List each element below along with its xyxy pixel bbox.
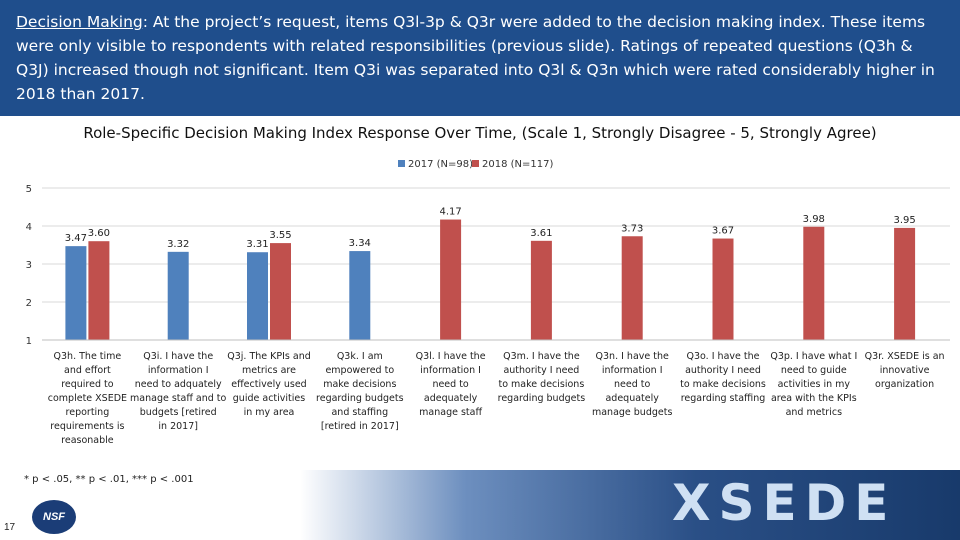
data-label-2017-1: 3.47 bbox=[65, 233, 87, 244]
slide-header: Decision Making: At the project’s reques… bbox=[0, 0, 960, 116]
category-label-4: Q3k. I am empowered to make decisions regar… bbox=[316, 351, 404, 432]
nsf-logo: NSF bbox=[32, 500, 76, 534]
footer-band: XSEDE NSF 17 bbox=[0, 470, 960, 540]
data-label-2017-2: 3.32 bbox=[167, 239, 189, 250]
legend-swatch-2 bbox=[472, 160, 479, 167]
y-tick-label-2: 2 bbox=[26, 298, 32, 309]
chart-title: Role-Specific Decision Making Index Resp… bbox=[83, 124, 877, 142]
y-tick-label-3: 3 bbox=[26, 260, 32, 271]
xsede-logo: XSEDE bbox=[672, 474, 897, 532]
legend-label-1: 2017 (N=98) bbox=[408, 159, 473, 170]
category-label-1: Q3h. The time and effort required to comple… bbox=[48, 351, 127, 446]
decision-making-bar-chart: 2017 (N=98) 2018 (N=117) 1 2 3 4 5 3.47 3.60 Q3h.… bbox=[26, 159, 950, 446]
data-label-2018-1: 3.60 bbox=[88, 228, 110, 239]
bar-2017-4 bbox=[349, 251, 371, 340]
legend-swatch-1 bbox=[398, 160, 405, 167]
slide-header-text: Decision Making: At the project’s reques… bbox=[16, 10, 946, 106]
bar-2017-1 bbox=[65, 246, 87, 340]
header-lead: Decision Making bbox=[16, 13, 143, 31]
data-label-2018-5: 4.17 bbox=[439, 207, 461, 218]
data-label-2017-4: 3.34 bbox=[349, 238, 371, 249]
bar-2018-7 bbox=[621, 236, 643, 340]
bar-2018-8 bbox=[712, 238, 734, 340]
bar-2018-9 bbox=[803, 226, 825, 340]
bar-2017-2 bbox=[167, 251, 189, 340]
header-body: : At the project’s request, items Q3l-3p… bbox=[16, 13, 935, 103]
data-label-2018-8: 3.67 bbox=[712, 226, 734, 237]
data-label-2018-6: 3.61 bbox=[530, 228, 552, 239]
bar-2017-3 bbox=[247, 252, 268, 340]
bar-2018-3 bbox=[270, 243, 291, 340]
category-label-8: Q3o. I have the authority I need to make d… bbox=[680, 351, 766, 404]
y-tick-label-5: 5 bbox=[26, 184, 32, 195]
category-label-6: Q3m. I have the authority I need to make d… bbox=[498, 351, 586, 404]
data-label-2018-10: 3.95 bbox=[893, 215, 915, 226]
legend-label-2: 2018 (N=117) bbox=[482, 159, 553, 170]
bar-2018-1 bbox=[88, 241, 110, 340]
data-label-2018-7: 3.73 bbox=[621, 223, 643, 234]
data-label-2018-3: 3.55 bbox=[269, 230, 291, 241]
bar-2018-5 bbox=[440, 219, 462, 340]
footer-background bbox=[300, 470, 960, 540]
data-label-2017-3: 3.31 bbox=[246, 239, 268, 250]
page-number: 17 bbox=[4, 522, 16, 533]
category-label-10: Q3r. XSEDE is an innovative organization bbox=[865, 351, 945, 390]
y-tick-label-4: 4 bbox=[26, 222, 32, 233]
category-label-3: Q3j. The KPIs and metrics are effectively … bbox=[227, 351, 311, 418]
y-tick-label-1: 1 bbox=[26, 336, 32, 347]
bar-2018-6 bbox=[530, 240, 552, 340]
significance-footnote: * p < .05, ** p < .01, *** p < .001 bbox=[24, 474, 194, 485]
bar-2018-10 bbox=[894, 227, 916, 340]
data-label-2018-9: 3.98 bbox=[803, 214, 825, 225]
